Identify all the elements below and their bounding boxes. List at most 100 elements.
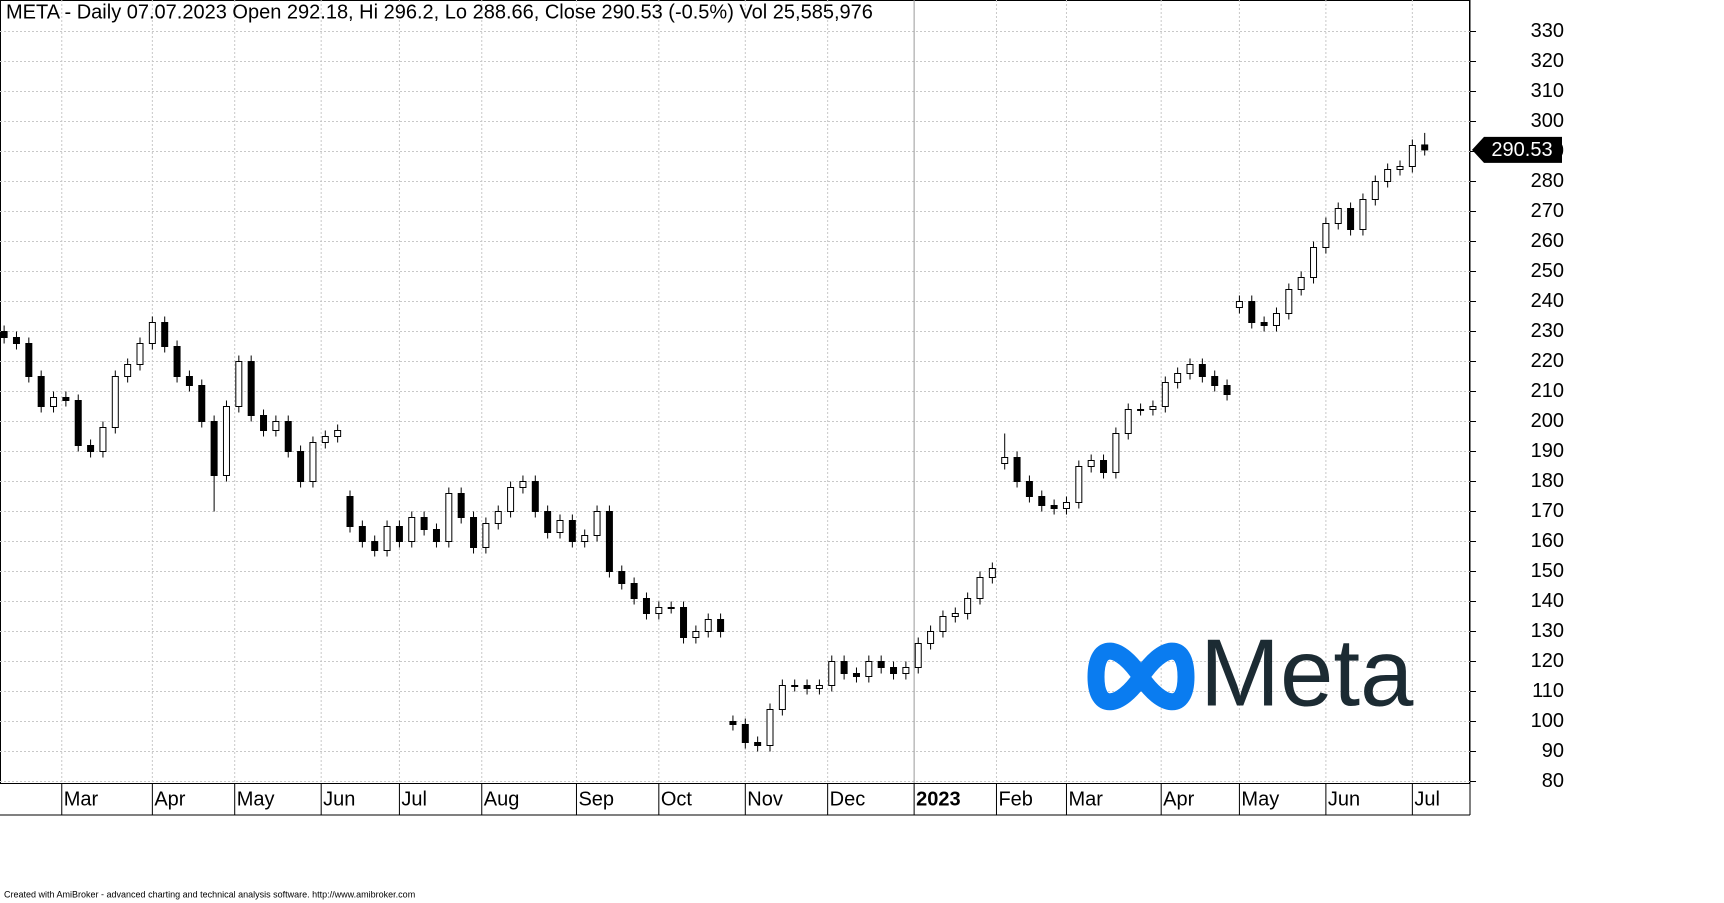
candle-body [148, 322, 156, 344]
candle-body [1075, 466, 1083, 503]
x-tick-label: Nov [747, 788, 783, 810]
candle-body [284, 421, 292, 452]
candle-body [37, 376, 45, 407]
candle-body [50, 397, 58, 407]
candle-body [482, 523, 490, 548]
y-tick-label: 310 [1531, 80, 1564, 102]
candle-body [1025, 481, 1033, 497]
y-tick-label: 80 [1542, 770, 1564, 792]
candle-body [680, 607, 688, 638]
x-tick-label: Mar [1068, 788, 1103, 810]
candle-body [815, 685, 823, 689]
candle-body [1272, 313, 1280, 326]
y-tick-label: 100 [1531, 710, 1564, 732]
x-tick-label: May [237, 788, 275, 810]
x-tick-label: Aug [484, 788, 520, 810]
candle-body [0, 331, 8, 338]
candle-body [1285, 289, 1293, 314]
candle-body [395, 526, 403, 542]
candle-body [778, 685, 786, 710]
candle-body [1149, 406, 1157, 410]
y-tick-label: 180 [1531, 470, 1564, 492]
candle-body [173, 346, 181, 377]
x-tick-label: Jun [323, 788, 355, 810]
candle-body [1186, 364, 1194, 374]
candle-body [358, 526, 366, 542]
candle-body [618, 571, 626, 584]
candle-body [1198, 364, 1206, 377]
y-tick-label: 330 [1531, 20, 1564, 42]
candle-body [951, 613, 959, 617]
candle-body [519, 481, 527, 488]
candle-body [309, 442, 317, 482]
candle-body [432, 529, 440, 542]
candle-body [630, 583, 638, 599]
candle-body [507, 487, 515, 512]
candle-body [161, 322, 169, 347]
candle-body [593, 511, 601, 536]
candle-body [74, 400, 82, 446]
x-tick-label: Sep [578, 788, 614, 810]
x-tick-label: Apr [1163, 788, 1194, 810]
candle-body [877, 661, 885, 668]
y-tick-label: 240 [1531, 290, 1564, 312]
y-tick-label: 190 [1531, 440, 1564, 462]
y-tick-label: 120 [1531, 650, 1564, 672]
candle-body [185, 376, 193, 386]
y-tick-label: 320 [1531, 50, 1564, 72]
candle-body [568, 520, 576, 542]
x-tick-label: Jul [401, 788, 427, 810]
candle-body [1062, 502, 1070, 509]
candle-body [964, 598, 972, 614]
x-tick-label: Mar [64, 788, 99, 810]
candle-body [581, 535, 589, 542]
y-tick-label: 210 [1531, 380, 1564, 402]
candle-body [741, 724, 749, 743]
y-tick-label: 200 [1531, 410, 1564, 432]
y-tick-label: 90 [1542, 740, 1564, 762]
candle-body [408, 517, 416, 542]
candle-body [383, 526, 391, 551]
chart-title: META - Daily 07.07.2023 Open 292.18, Hi … [6, 1, 873, 23]
candle-body [1211, 376, 1219, 386]
candle-body [1100, 460, 1108, 473]
candle-body [531, 481, 539, 512]
candle-body [334, 430, 342, 437]
y-tick-label: 300 [1531, 110, 1564, 132]
candle-body [25, 343, 33, 377]
candle-body [605, 511, 613, 572]
candle-body [87, 445, 95, 452]
x-tick-label: Dec [830, 788, 866, 810]
candle-body [1260, 322, 1268, 326]
candle-body [1310, 247, 1318, 278]
candle-body [791, 685, 799, 687]
candle-body [729, 721, 737, 725]
candle-body [704, 619, 712, 632]
y-tick-label: 150 [1531, 560, 1564, 582]
candle-body [321, 436, 329, 443]
candle-body [1087, 460, 1095, 467]
candle-body [852, 673, 860, 677]
candle-body [1013, 457, 1021, 482]
candle-body [1050, 505, 1058, 509]
candle-body [939, 616, 947, 632]
candle-body [1248, 301, 1256, 323]
candle-body [976, 577, 984, 599]
candle-body [445, 493, 453, 542]
candle-body [667, 607, 675, 609]
candle-body [235, 361, 243, 407]
candle-body [99, 427, 107, 452]
candle-body [1421, 144, 1429, 151]
candle-body [1001, 457, 1009, 464]
candle-body [272, 421, 280, 431]
candle-body [1347, 208, 1355, 230]
candle-body [828, 661, 836, 686]
candle-body [1174, 373, 1182, 383]
y-tick-label: 280 [1531, 170, 1564, 192]
candle-body [494, 511, 502, 524]
y-tick-label: 160 [1531, 530, 1564, 552]
last-price-tag [1472, 136, 1562, 163]
candle-body [1038, 496, 1046, 506]
logo-mark [1087, 642, 1195, 711]
candle-body [457, 493, 465, 518]
